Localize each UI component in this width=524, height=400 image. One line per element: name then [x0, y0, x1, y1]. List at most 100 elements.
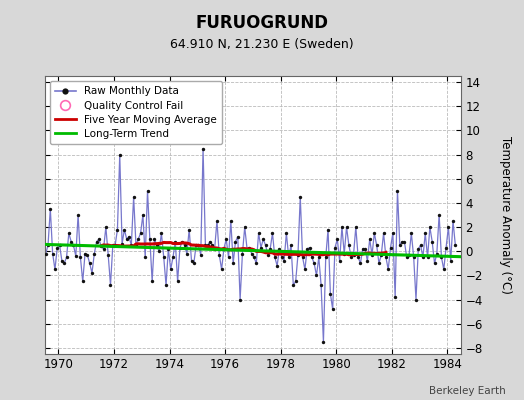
Point [389, 230, 397, 236]
Point [449, 218, 457, 224]
Point [252, 260, 260, 266]
Point [291, 278, 300, 285]
Point [245, 244, 254, 251]
Point [134, 236, 143, 242]
Point [396, 242, 404, 248]
Point [317, 282, 325, 288]
Point [428, 238, 436, 245]
Point [308, 254, 316, 260]
Point [324, 226, 332, 233]
Point [266, 246, 275, 252]
Point [136, 230, 145, 236]
Point [187, 258, 195, 264]
Point [224, 254, 233, 260]
Point [48, 250, 57, 257]
Point [176, 244, 184, 251]
Point [273, 262, 281, 269]
Point [259, 236, 267, 242]
Point [335, 258, 344, 264]
Point [278, 254, 286, 260]
Point [211, 246, 219, 252]
Point [208, 242, 216, 248]
Point [194, 242, 203, 248]
Text: FURUOGRUND: FURUOGRUND [195, 14, 329, 32]
Point [183, 250, 191, 257]
Point [64, 230, 73, 236]
Point [234, 234, 242, 240]
Point [435, 212, 443, 218]
Point [310, 260, 319, 266]
Point [146, 236, 154, 242]
Point [141, 254, 149, 260]
Point [169, 254, 177, 260]
Point [220, 246, 228, 252]
Point [76, 254, 84, 260]
Point [391, 294, 399, 300]
Point [231, 238, 239, 245]
Text: 64.910 N, 21.230 E (Sweden): 64.910 N, 21.230 E (Sweden) [170, 38, 354, 51]
Point [257, 244, 265, 251]
Point [67, 238, 75, 245]
Point [289, 282, 298, 288]
Point [285, 254, 293, 260]
Point [303, 246, 311, 252]
Point [298, 254, 307, 260]
Point [46, 206, 54, 212]
Point [111, 242, 119, 248]
Point [120, 226, 128, 233]
Point [409, 254, 418, 260]
Point [56, 242, 64, 248]
Point [173, 278, 182, 285]
Point [227, 218, 235, 224]
Point [377, 252, 386, 258]
Point [192, 242, 200, 248]
Point [347, 254, 355, 260]
Point [345, 242, 353, 248]
Point [32, 243, 41, 250]
Point [213, 218, 221, 224]
Point [58, 258, 66, 264]
Point [305, 244, 314, 251]
Point [319, 339, 328, 345]
Point [37, 234, 45, 240]
Point [222, 236, 231, 242]
Point [400, 238, 409, 245]
Point [201, 242, 210, 248]
Point [92, 238, 101, 245]
Point [356, 260, 365, 266]
Point [440, 266, 448, 272]
Point [342, 224, 351, 230]
Point [152, 242, 161, 248]
Point [72, 253, 80, 259]
Point [44, 242, 52, 248]
Point [340, 250, 348, 257]
Point [361, 246, 369, 252]
Point [329, 306, 337, 312]
Point [28, 318, 36, 324]
Point [407, 230, 416, 236]
Point [229, 260, 237, 266]
Point [62, 254, 71, 260]
Point [358, 246, 367, 252]
Point [247, 250, 256, 257]
Point [238, 250, 247, 257]
Point [270, 254, 279, 260]
Point [171, 238, 180, 245]
Point [243, 246, 251, 252]
Point [326, 290, 334, 297]
Point [203, 242, 212, 248]
Point [425, 224, 434, 230]
Point [433, 250, 441, 257]
Point [83, 252, 92, 258]
Point [381, 254, 390, 260]
Point [79, 278, 87, 285]
Point [241, 224, 249, 230]
Point [180, 242, 189, 248]
Point [178, 238, 187, 245]
Point [51, 266, 59, 272]
Point [132, 242, 140, 248]
Point [287, 242, 295, 248]
Point [60, 260, 69, 266]
Point [363, 258, 372, 264]
Point [394, 188, 402, 194]
